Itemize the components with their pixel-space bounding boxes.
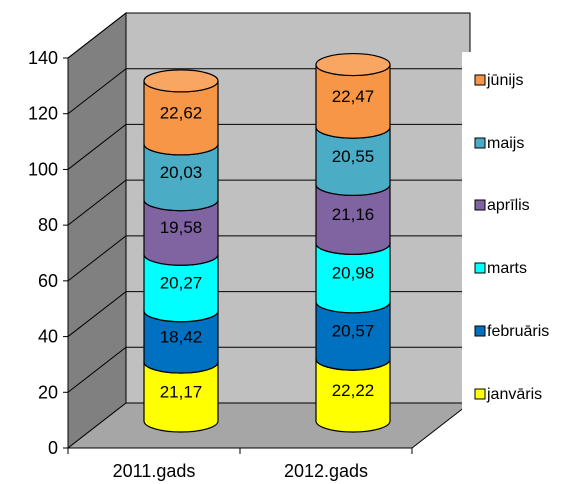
y-tick-label: 20 <box>38 382 58 402</box>
legend-label: marts <box>487 260 527 277</box>
legend-swatch <box>474 262 486 274</box>
legend-item-janvāris: janvāris <box>474 386 542 403</box>
data-label: 21,16 <box>332 205 375 224</box>
legend-item-jūnijs: jūnijs <box>474 72 523 89</box>
legend-label: februāris <box>487 323 549 340</box>
y-tick-label: 60 <box>38 271 58 291</box>
legend-background <box>462 52 563 430</box>
data-label: 20,27 <box>160 273 203 292</box>
legend-swatch <box>474 325 486 337</box>
legend-box <box>462 52 563 430</box>
data-label: 19,58 <box>160 218 203 237</box>
data-label: 18,42 <box>160 327 203 346</box>
legend-label: aprīlis <box>487 197 530 214</box>
plot-area: 21,17 18,42 20,27 19,58 20,03 22,62 22,22 20,57… <box>143 52 391 433</box>
y-axis: 0 20 40 60 80 100 120 140 <box>28 48 69 458</box>
data-label: 20,98 <box>332 264 375 283</box>
legend-label: maijs <box>487 135 524 152</box>
data-labels-1: 21,17 18,42 20,27 19,58 20,03 22,62 <box>160 103 203 401</box>
y-tick-label: 0 <box>48 438 58 458</box>
chart-walls <box>66 11 472 450</box>
segment-top-jūnijs <box>315 52 391 77</box>
data-label: 20,03 <box>160 163 203 182</box>
data-label: 22,47 <box>332 87 375 106</box>
x-tick-label: 2012.gads <box>284 461 368 481</box>
y-tick-label: 140 <box>28 48 58 68</box>
legend-label: janvāris <box>486 386 542 403</box>
legend-item-aprīlis: aprīlis <box>474 197 530 214</box>
legend: jūnijs maijs aprīlis marts februāris janvāris <box>474 72 549 403</box>
y-tick-label: 80 <box>38 215 58 235</box>
x-tick-label: 2011.gads <box>113 461 196 481</box>
legend-item-marts: marts <box>474 260 527 277</box>
y-tick-label: 120 <box>28 104 58 124</box>
data-labels-2: 22,22 20,57 20,98 21,16 20,55 22,47 <box>332 87 375 400</box>
legend-swatch <box>474 137 486 149</box>
data-label: 20,57 <box>332 321 375 340</box>
legend-item-maijs: maijs <box>474 135 524 152</box>
legend-item-februāris: februāris <box>474 323 549 340</box>
gridline <box>67 12 470 59</box>
data-label: 20,55 <box>332 147 375 166</box>
y-tick-label: 100 <box>28 159 58 179</box>
x-axis: 2011.gads 2012.gads <box>67 447 413 481</box>
segment-top-jūnijs <box>143 69 219 93</box>
side-wall <box>67 11 127 450</box>
data-label: 22,62 <box>160 103 203 122</box>
legend-swatch <box>474 388 486 400</box>
legend-swatch <box>474 199 486 211</box>
floor <box>66 402 472 449</box>
cylinder-1 <box>143 69 219 433</box>
data-label: 22,22 <box>332 381 375 400</box>
data-label: 21,17 <box>160 383 203 402</box>
y-tick-label: 40 <box>38 327 58 347</box>
legend-swatch <box>474 74 486 86</box>
legend-label: jūnijs <box>486 72 523 89</box>
cylinder-2 <box>315 52 391 433</box>
